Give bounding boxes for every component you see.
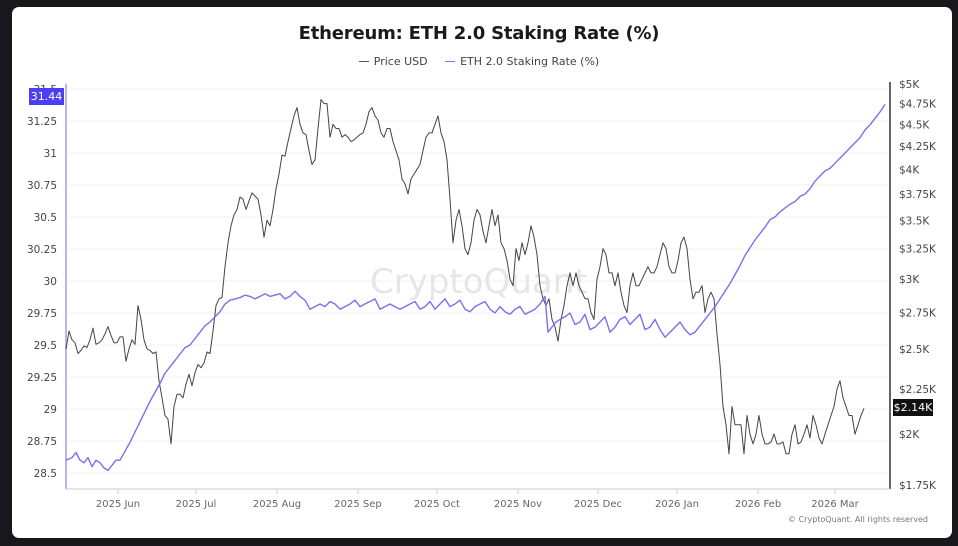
left-axis-tick-label: 28.75 — [27, 436, 57, 448]
x-axis-tick-label: 2025 Dec — [574, 499, 622, 510]
copyright-notice: © CryptoQuant. All rights reserved — [788, 515, 928, 524]
x-axis-tick-label: 2026 Feb — [735, 499, 781, 510]
legend-label-staking: ETH 2.0 Staking Rate (%) — [460, 55, 600, 68]
x-axis-tick-label: 2025 Nov — [494, 499, 542, 510]
x-axis-tick-label: 2025 Aug — [253, 499, 301, 510]
legend-item-price[interactable]: Price USD — [358, 55, 428, 68]
left-axis-tick-label: 31.25 — [27, 116, 57, 128]
price-current-value-badge: $2.14K — [893, 399, 933, 416]
gridlines — [67, 88, 889, 474]
left-axis-tick-label: 29.75 — [27, 308, 57, 320]
x-axis-tick-label: 2025 Jun — [96, 499, 140, 510]
left-axis-tick-label: 30.25 — [27, 244, 57, 256]
left-axis-tick-label: 29.5 — [34, 340, 57, 352]
right-axis-tick-label: $5K — [899, 79, 920, 91]
right-axis-tick-label: $4K — [899, 164, 920, 176]
x-axis-ticks: 2025 Jun 2025 Jul 2025 Aug 2025 Sep 2025 Oct… — [96, 489, 860, 510]
right-axis-ticks: $5K $4.75K $4.5K $4.25K $4K $3.75K $3.5K $3.25K… — [899, 79, 937, 492]
x-axis-tick-label: 2026 Mar — [811, 499, 859, 510]
right-axis-tick-label: $1.75K — [899, 480, 937, 492]
right-axis-tick-label: $3.25K — [899, 244, 937, 256]
left-axis-tick-label: 30.5 — [34, 212, 57, 224]
x-axis-tick-label: 2025 Sep — [334, 499, 381, 510]
x-axis-tick-label: 2026 Jan — [655, 499, 699, 510]
left-axis-tick-label: 29.25 — [27, 372, 57, 384]
chart-legend: Price USD ETH 2.0 Staking Rate (%) — [0, 52, 958, 68]
legend-swatch-staking — [445, 61, 456, 62]
x-axis-tick-label: 2025 Jul — [176, 499, 217, 510]
right-axis-tick-label: $3K — [899, 274, 920, 286]
right-axis-tick-label: $4.75K — [899, 99, 937, 111]
x-axis-tick-label: 2025 Oct — [414, 499, 460, 510]
right-axis-tick-label: $4.5K — [899, 119, 930, 131]
left-axis-tick-label: 28.5 — [34, 468, 57, 480]
right-axis-tick-label: $3.5K — [899, 215, 930, 227]
legend-swatch-price — [358, 61, 369, 62]
right-axis-tick-label: $2K — [899, 429, 920, 441]
legend-label-price: Price USD — [373, 55, 428, 68]
staking-current-value-badge: 31.44 — [29, 88, 64, 105]
right-axis-tick-label: $2.75K — [899, 307, 937, 319]
right-axis-tick-label: $3.75K — [899, 189, 937, 201]
staking-rate-line — [65, 104, 886, 472]
right-axis-tick-label: $2.25K — [899, 384, 937, 396]
price-usd-line — [65, 99, 865, 455]
left-axis-tick-label: 31 — [44, 148, 57, 160]
chart-title: Ethereum: ETH 2.0 Staking Rate (%) — [298, 23, 660, 44]
legend-item-staking[interactable]: ETH 2.0 Staking Rate (%) — [445, 55, 599, 68]
left-axis-ticks: 31.531.253130.7530.530.253029.7529.529.2… — [27, 84, 57, 480]
watermark: CryptoQuant — [370, 262, 588, 302]
right-axis-tick-label: $2.5K — [899, 344, 930, 356]
chart-card — [12, 7, 952, 538]
left-axis-tick-label: 29 — [44, 404, 57, 416]
left-axis-tick-label: 30 — [44, 276, 57, 288]
left-axis-tick-label: 30.75 — [27, 180, 57, 192]
right-axis-tick-label: $4.25K — [899, 141, 937, 153]
